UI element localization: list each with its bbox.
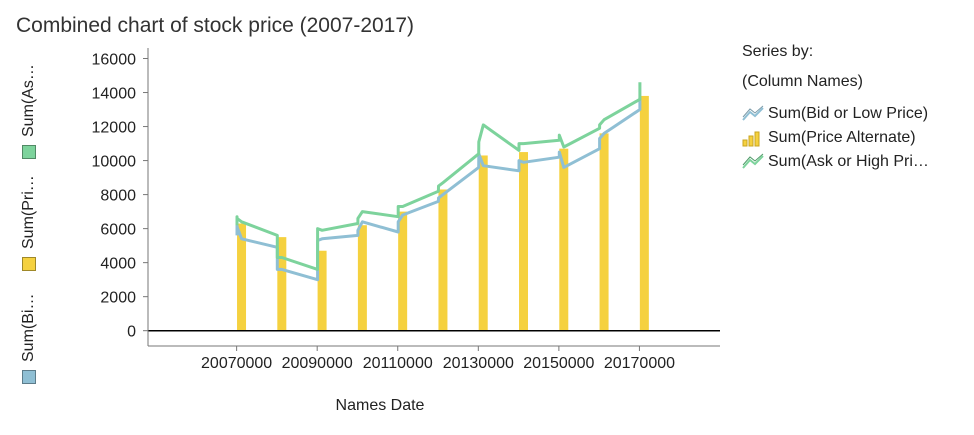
x-tick-label: 20170000 xyxy=(604,355,675,372)
line-icon xyxy=(742,105,764,121)
y-tick-label: 16000 xyxy=(92,52,137,69)
legend-item-ask[interactable]: Sum(Ask or High Pri… xyxy=(742,150,929,174)
legend-item-label: Sum(Ask or High Pri… xyxy=(768,153,929,170)
series-legend: Series by: (Column Names) Sum(Bid or Low… xyxy=(742,42,929,174)
bar-mark xyxy=(519,152,529,331)
y-legend-label: Sum(Pri… xyxy=(20,175,37,249)
legend-header: Series by: xyxy=(742,43,814,60)
y-legend-item-ask[interactable]: Sum(As… xyxy=(18,44,42,159)
swatch-green-icon xyxy=(22,145,36,159)
x-axis: 20070000 20090000 20110000 20130000 20150000… xyxy=(148,345,720,372)
bar-mark xyxy=(317,250,327,331)
y-legend-item-price[interactable]: Sum(Pri… xyxy=(18,159,42,271)
y-axis-series-legend[interactable]: Sum(As… Sum(Pri… Sum(Bi… xyxy=(18,44,42,384)
bid-line xyxy=(235,97,642,282)
y-tick-label: 4000 xyxy=(100,256,136,273)
bar-mark xyxy=(357,225,367,331)
y-axis: 0 2000 4000 6000 8000 10000 12000 14000 16000 xyxy=(92,48,149,346)
x-tick-label: 20110000 xyxy=(363,355,433,372)
x-axis-title: Names Date xyxy=(336,397,425,414)
x-tick-label: 20090000 xyxy=(282,355,353,372)
y-tick-label: 10000 xyxy=(92,154,137,171)
bar-mark xyxy=(398,211,408,331)
bar-mark xyxy=(639,95,649,331)
bar-mark xyxy=(237,223,247,331)
x-tick-label: 20150000 xyxy=(523,355,594,372)
y-tick-label: 0 xyxy=(127,324,136,341)
y-legend-label: Sum(Bi… xyxy=(20,293,37,362)
y-tick-label: 8000 xyxy=(100,188,136,205)
y-legend-item-bid[interactable]: Sum(Bi… xyxy=(18,271,42,384)
bar-mark xyxy=(438,189,448,331)
bar-mark xyxy=(559,148,569,331)
x-tick-label: 20130000 xyxy=(443,355,514,372)
legend-item-label: Sum(Price Alternate) xyxy=(768,129,916,146)
plot-area xyxy=(148,82,720,332)
bar-mark xyxy=(277,237,287,331)
legend-subheader: (Column Names) xyxy=(742,73,863,90)
legend-item-label: Sum(Bid or Low Price) xyxy=(768,105,929,122)
bar-icon xyxy=(742,131,760,147)
y-legend-label: Sum(As… xyxy=(20,64,37,137)
y-tick-label: 12000 xyxy=(92,120,137,137)
ask-line xyxy=(235,82,642,271)
legend-item-bid[interactable]: Sum(Bid or Low Price) xyxy=(742,102,929,126)
chart-title: Combined chart of stock price (2007-2017… xyxy=(16,14,415,37)
legend-item-price[interactable]: Sum(Price Alternate) xyxy=(742,126,929,150)
line-icon xyxy=(742,153,764,169)
bar-mark xyxy=(599,133,609,331)
bar-mark xyxy=(478,155,488,331)
swatch-yellow-icon xyxy=(22,257,36,271)
swatch-blue-icon xyxy=(22,370,36,384)
x-tick-label: 20070000 xyxy=(201,355,272,372)
y-tick-label: 14000 xyxy=(92,86,137,103)
y-tick-label: 6000 xyxy=(100,222,136,239)
y-tick-label: 2000 xyxy=(100,290,136,307)
